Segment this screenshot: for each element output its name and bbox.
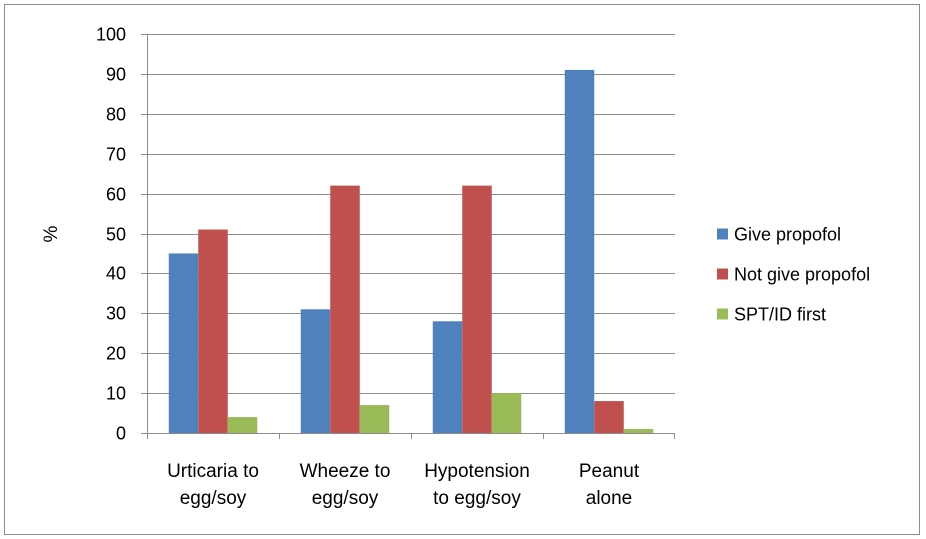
- bar: [330, 185, 360, 433]
- x-category-label: alone: [586, 488, 633, 509]
- bar: [594, 401, 624, 433]
- y-tick-label: 10: [106, 384, 126, 404]
- bar: [198, 229, 228, 433]
- x-category-label: Wheeze to: [300, 461, 391, 482]
- x-category-labels: Urticaria to egg/soy Wheeze to egg/soy Hypot…: [167, 461, 640, 509]
- legend-label: Not give propofol: [734, 265, 870, 285]
- y-axis-title: %: [41, 225, 62, 242]
- chart-frame: [4, 4, 920, 535]
- bar: [300, 309, 331, 433]
- x-category-label: egg/soy: [312, 488, 379, 509]
- x-category-label: Urticaria to: [167, 461, 259, 482]
- x-category-label: Hypotension: [424, 461, 530, 482]
- bar: [491, 393, 522, 433]
- legend-swatch: [717, 268, 728, 280]
- bar: [462, 185, 492, 433]
- bar: [359, 405, 390, 433]
- x-category-label: egg/soy: [180, 488, 247, 509]
- y-tick-label: 70: [106, 145, 126, 165]
- legend: Give propofol Not give propofol SPT/ID fir…: [717, 225, 870, 325]
- y-tick-labels: 0 10 20 30 40 50 60 70 80 90 100: [96, 25, 126, 444]
- x-category-label: Peanut: [579, 461, 640, 482]
- bars: [168, 69, 654, 433]
- y-tick-label: 60: [106, 185, 126, 205]
- axes: [141, 34, 675, 439]
- bar: [623, 429, 654, 433]
- y-tick-label: 100: [96, 25, 126, 45]
- legend-label: Give propofol: [734, 225, 841, 245]
- bar: [564, 69, 595, 433]
- bar: [168, 253, 199, 433]
- x-category-label: to egg/soy: [433, 488, 521, 509]
- legend-swatch: [717, 308, 728, 320]
- y-tick-label: 30: [106, 304, 126, 324]
- y-tick-label: 80: [106, 105, 126, 125]
- bar: [432, 321, 463, 433]
- y-tick-label: 0: [116, 424, 126, 444]
- y-tick-label: 90: [106, 65, 126, 85]
- legend-swatch: [717, 228, 728, 240]
- y-tick-label: 50: [106, 225, 126, 245]
- legend-label: SPT/ID first: [734, 305, 826, 325]
- y-tick-label: 20: [106, 344, 126, 364]
- y-tick-label: 40: [106, 264, 126, 284]
- bar: [227, 417, 258, 433]
